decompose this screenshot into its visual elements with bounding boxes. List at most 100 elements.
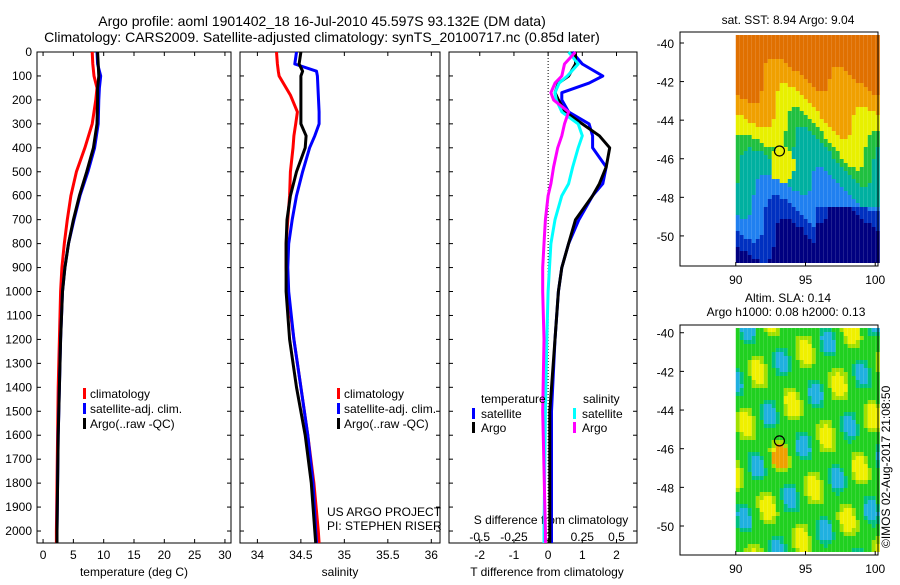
- map-cell: [823, 115, 828, 119]
- map-cell: [763, 251, 768, 255]
- map-cell: [811, 392, 816, 396]
- map-cell: [803, 528, 808, 532]
- map-cell: [755, 59, 760, 63]
- map-cell: [803, 103, 808, 107]
- map-cell: [855, 428, 860, 432]
- map-cell: [763, 247, 768, 251]
- map-cell: [811, 251, 816, 255]
- map-cell: [799, 400, 804, 404]
- map-cell: [827, 55, 832, 59]
- map-cell: [735, 436, 740, 440]
- map-cell: [807, 504, 812, 508]
- depth-tick-label: 1900: [5, 500, 32, 514]
- map-cell: [775, 344, 780, 348]
- map-cell: [791, 103, 796, 107]
- map-cell: [859, 524, 864, 528]
- map-cell: [839, 99, 844, 103]
- map-cell: [819, 63, 824, 67]
- map-cell: [767, 376, 772, 380]
- map-cell: [739, 211, 744, 215]
- map-cell: [767, 412, 772, 416]
- map-cell: [867, 151, 872, 155]
- map-cell: [863, 432, 868, 436]
- map-cell: [863, 500, 868, 504]
- depth-tick-label: 200: [12, 93, 32, 107]
- map-cell: [783, 55, 788, 59]
- map-cell: [735, 356, 740, 360]
- map-cell: [747, 155, 752, 159]
- map-cell: [827, 259, 832, 263]
- map-cell: [819, 512, 824, 516]
- map-cell: [855, 75, 860, 79]
- map-cell: [767, 404, 772, 408]
- map-cell: [867, 75, 872, 79]
- map-cell: [735, 115, 740, 119]
- map-cell: [831, 388, 836, 392]
- map-cell: [867, 175, 872, 179]
- map-cell: [739, 231, 744, 235]
- map-cell: [871, 203, 876, 207]
- map-cell: [735, 107, 740, 111]
- map-cell: [783, 336, 788, 340]
- map-cell: [839, 384, 844, 388]
- map-cell: [835, 251, 840, 255]
- map-cell: [831, 376, 836, 380]
- map-cell: [759, 239, 764, 243]
- map-cell: [851, 508, 856, 512]
- map-cell: [787, 163, 792, 167]
- map-cell: [815, 255, 820, 259]
- map-cell: [855, 143, 860, 147]
- salinity-x-tick-label: 35: [338, 548, 352, 562]
- map-cell: [811, 195, 816, 199]
- map-cell: [747, 83, 752, 87]
- map-cell: [783, 191, 788, 195]
- map-cell: [779, 524, 784, 528]
- map-cell: [871, 179, 876, 183]
- map-cell: [795, 51, 800, 55]
- map-cell: [803, 424, 808, 428]
- map-cell: [871, 496, 876, 500]
- map-cell: [823, 139, 828, 143]
- map-cell: [807, 408, 812, 412]
- map-cell: [855, 424, 860, 428]
- map-cell: [767, 400, 772, 404]
- map-cell: [811, 452, 816, 456]
- map-cell: [759, 428, 764, 432]
- map-cell: [751, 428, 756, 432]
- map-cell: [755, 131, 760, 135]
- map-cell: [791, 340, 796, 344]
- map-cell: [787, 456, 792, 460]
- map-cell: [783, 243, 788, 247]
- map-cell: [815, 508, 820, 512]
- map-cell: [811, 235, 816, 239]
- map-cell: [775, 548, 780, 552]
- map-cell: [843, 336, 848, 340]
- map-cell: [815, 147, 820, 151]
- map-cell: [835, 380, 840, 384]
- map-cell: [791, 211, 796, 215]
- map-cell: [799, 255, 804, 259]
- map-cell: [751, 99, 756, 103]
- map-cell: [839, 43, 844, 47]
- map-cell: [787, 376, 792, 380]
- map-cell: [779, 139, 784, 143]
- map-cell: [775, 516, 780, 520]
- map-cell: [767, 255, 772, 259]
- map-cell: [871, 536, 876, 540]
- map-cell: [823, 340, 828, 344]
- map-cell: [843, 476, 848, 480]
- map-cell: [739, 67, 744, 71]
- map-cell: [771, 219, 776, 223]
- map-cell: [843, 452, 848, 456]
- map-cell: [747, 47, 752, 51]
- map-cell: [783, 79, 788, 83]
- map-cell: [851, 512, 856, 516]
- map-cell: [827, 348, 832, 352]
- map-cell: [839, 147, 844, 151]
- map-cell: [855, 71, 860, 75]
- map-cell: [787, 47, 792, 51]
- map-cell: [863, 536, 868, 540]
- map-cell: [767, 83, 772, 87]
- map-cell: [803, 51, 808, 55]
- map-cell: [779, 344, 784, 348]
